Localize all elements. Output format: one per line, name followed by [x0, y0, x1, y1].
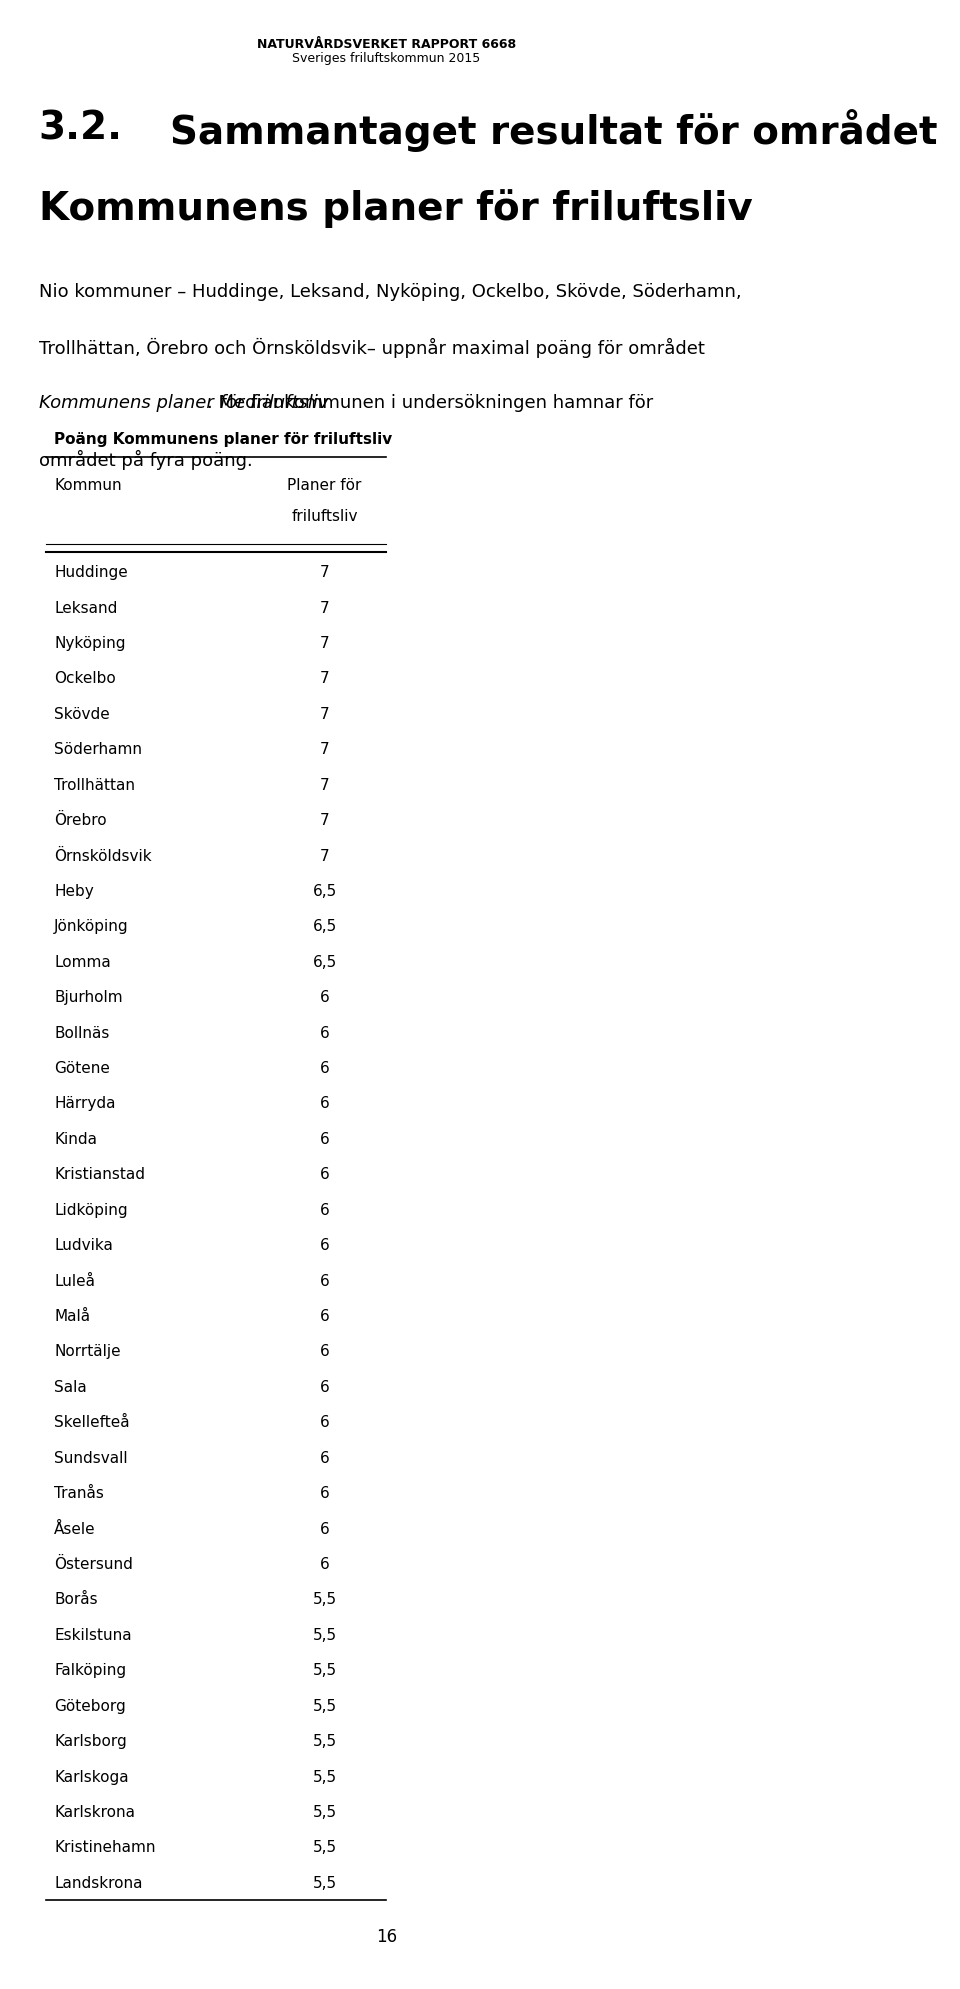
Text: 6: 6: [320, 1132, 329, 1146]
Text: Trollhättan: Trollhättan: [54, 778, 135, 792]
Text: 7: 7: [320, 601, 329, 615]
Text: 16: 16: [376, 1927, 397, 1945]
Text: 7: 7: [320, 565, 329, 581]
Text: 5,5: 5,5: [313, 1699, 337, 1713]
Text: Leksand: Leksand: [54, 601, 117, 615]
Text: Bjurholm: Bjurholm: [54, 991, 123, 1004]
Text: Sala: Sala: [54, 1378, 86, 1394]
Text: Lidköping: Lidköping: [54, 1201, 128, 1217]
Text: 6: 6: [320, 1414, 329, 1430]
Text: 6: 6: [320, 1378, 329, 1394]
Text: Karlskoga: Karlskoga: [54, 1768, 129, 1784]
Text: Kristianstad: Kristianstad: [54, 1168, 145, 1181]
Text: området på fyra poäng.: området på fyra poäng.: [38, 450, 252, 469]
Text: 5,5: 5,5: [313, 1876, 337, 1890]
Text: NATURVÅRDSVERKET RAPPORT 6668: NATURVÅRDSVERKET RAPPORT 6668: [257, 38, 516, 52]
Text: Eskilstuna: Eskilstuna: [54, 1627, 132, 1643]
Text: Malå: Malå: [54, 1309, 90, 1323]
Text: 6,5: 6,5: [312, 955, 337, 969]
Text: Ludvika: Ludvika: [54, 1237, 113, 1253]
Text: 6: 6: [320, 1168, 329, 1181]
Text: Bollnäs: Bollnäs: [54, 1024, 109, 1040]
Text: 6: 6: [320, 1309, 329, 1323]
Text: 7: 7: [320, 778, 329, 792]
Text: Sveriges friluftskommun 2015: Sveriges friluftskommun 2015: [292, 52, 481, 66]
Text: Göteborg: Göteborg: [54, 1699, 126, 1713]
Text: Sammantaget resultat för området: Sammantaget resultat för området: [170, 109, 938, 153]
Text: 6: 6: [320, 1201, 329, 1217]
Text: 7: 7: [320, 742, 329, 758]
Text: 5,5: 5,5: [313, 1591, 337, 1607]
Text: 7: 7: [320, 636, 329, 650]
Text: 5,5: 5,5: [313, 1663, 337, 1677]
Text: 6: 6: [320, 1555, 329, 1571]
Text: Skövde: Skövde: [54, 706, 109, 722]
Text: . Mediankommunen i undersökningen hamnar för: . Mediankommunen i undersökningen hamnar…: [206, 394, 653, 412]
Text: 5,5: 5,5: [313, 1840, 337, 1854]
Text: 3.2.: 3.2.: [38, 109, 123, 147]
Text: 6: 6: [320, 1486, 329, 1500]
Text: Kommunens planer för friluftsliv: Kommunens planer för friluftsliv: [38, 394, 328, 412]
Text: Huddinge: Huddinge: [54, 565, 128, 581]
Text: Luleå: Luleå: [54, 1273, 95, 1289]
Text: Norrtälje: Norrtälje: [54, 1345, 121, 1358]
Text: 6: 6: [320, 1450, 329, 1466]
Text: 5,5: 5,5: [313, 1627, 337, 1643]
Text: 6,5: 6,5: [312, 883, 337, 899]
Text: 6: 6: [320, 1345, 329, 1358]
Text: Landskrona: Landskrona: [54, 1876, 143, 1890]
Text: 6: 6: [320, 1024, 329, 1040]
Text: Falköping: Falköping: [54, 1663, 126, 1677]
Text: Sundsvall: Sundsvall: [54, 1450, 128, 1466]
Text: Poäng Kommunens planer för friluftsliv: Poäng Kommunens planer för friluftsliv: [54, 432, 393, 448]
Text: 6: 6: [320, 991, 329, 1004]
Text: Heby: Heby: [54, 883, 94, 899]
Text: 7: 7: [320, 670, 329, 686]
Text: Nio kommuner – Huddinge, Leksand, Nyköping, Ockelbo, Skövde, Söderhamn,: Nio kommuner – Huddinge, Leksand, Nyköpi…: [38, 282, 741, 300]
Text: 5,5: 5,5: [313, 1768, 337, 1784]
Text: Söderhamn: Söderhamn: [54, 742, 142, 758]
Text: Planer för: Planer för: [287, 477, 362, 493]
Text: Östersund: Östersund: [54, 1555, 133, 1571]
Text: Kinda: Kinda: [54, 1132, 97, 1146]
Text: 6,5: 6,5: [312, 919, 337, 935]
Text: 6: 6: [320, 1522, 329, 1536]
Text: Kommun: Kommun: [54, 477, 122, 493]
Text: 5,5: 5,5: [313, 1804, 337, 1820]
Text: Lomma: Lomma: [54, 955, 110, 969]
Text: 6: 6: [320, 1096, 329, 1112]
Text: 7: 7: [320, 706, 329, 722]
Text: Nyköping: Nyköping: [54, 636, 126, 650]
Text: Karlskrona: Karlskrona: [54, 1804, 135, 1820]
Text: Borås: Borås: [54, 1591, 98, 1607]
Text: Kristinehamn: Kristinehamn: [54, 1840, 156, 1854]
Text: Jönköping: Jönköping: [54, 919, 129, 935]
Text: Åsele: Åsele: [54, 1522, 96, 1536]
Text: Ockelbo: Ockelbo: [54, 670, 116, 686]
Text: Örebro: Örebro: [54, 814, 107, 827]
Text: Tranås: Tranås: [54, 1486, 104, 1500]
Text: 5,5: 5,5: [313, 1732, 337, 1748]
Text: 7: 7: [320, 847, 329, 863]
Text: Götene: Götene: [54, 1060, 110, 1076]
Text: Karlsborg: Karlsborg: [54, 1732, 127, 1748]
Text: 7: 7: [320, 814, 329, 827]
Text: Härryda: Härryda: [54, 1096, 115, 1112]
Text: friluftsliv: friluftsliv: [291, 509, 358, 525]
Text: Trollhättan, Örebro och Örnsköldsvik– uppnår maximal poäng för området: Trollhättan, Örebro och Örnsköldsvik– up…: [38, 338, 705, 358]
Text: 6: 6: [320, 1060, 329, 1076]
Text: 6: 6: [320, 1273, 329, 1289]
Text: Örnsköldsvik: Örnsköldsvik: [54, 847, 152, 863]
Text: Skellefteå: Skellefteå: [54, 1414, 130, 1430]
Text: Kommunens planer för friluftsliv: Kommunens planer för friluftsliv: [38, 189, 753, 229]
Text: 6: 6: [320, 1237, 329, 1253]
